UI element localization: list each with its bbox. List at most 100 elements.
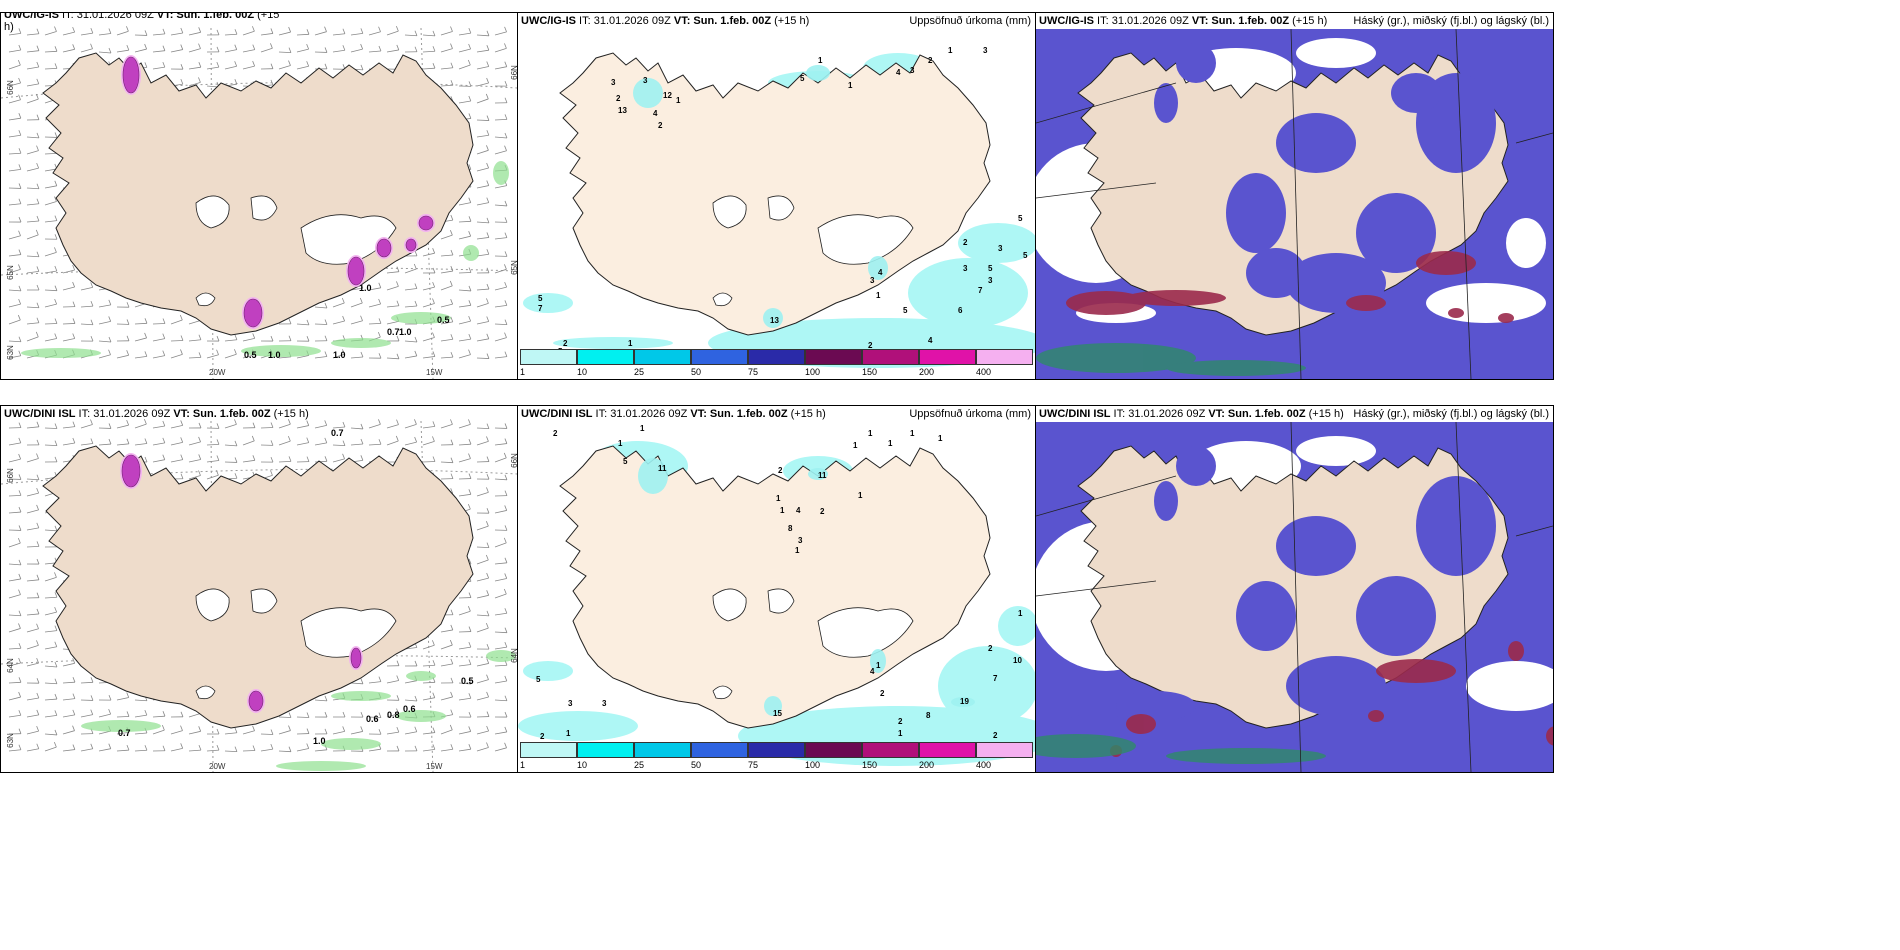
wind-barb	[170, 730, 183, 735]
wind-barb	[206, 460, 219, 463]
wind-barb-feather	[18, 677, 22, 683]
wind-barb-feather	[342, 726, 346, 732]
wind-barb-feather	[180, 349, 183, 355]
wind-barb	[296, 33, 310, 36]
wind-barb	[80, 305, 93, 308]
wind-barb	[8, 628, 21, 633]
wind-barb-feather	[504, 200, 508, 207]
wind-barb-feather	[360, 455, 364, 461]
wind-barb-feather	[90, 677, 94, 683]
colorbar-swatch	[976, 349, 1033, 365]
wind-barb	[422, 67, 435, 70]
precip-area-green	[276, 761, 366, 771]
wind-barb	[296, 65, 309, 70]
wind-barb	[26, 187, 40, 190]
wind-barb-feather	[306, 437, 310, 443]
precip-value-label: 13	[770, 316, 779, 325]
wind-barb	[134, 732, 147, 735]
precip-value-label: 1	[776, 494, 781, 503]
wind-barb-feather	[396, 353, 400, 359]
precip-value-label: 0.7	[387, 327, 400, 337]
wind-barb-feather	[180, 473, 184, 479]
wind-barb	[80, 323, 94, 326]
wind-barb-feather	[485, 93, 489, 100]
wind-barb-feather	[36, 474, 40, 480]
wind-barb	[242, 730, 255, 735]
precip-value-label: 1	[853, 441, 858, 450]
wind-barb	[242, 337, 255, 342]
wind-barb-feather	[36, 453, 39, 459]
low-cloud-area	[1356, 193, 1436, 273]
wind-barb-feather	[18, 623, 21, 629]
wind-barb-feather	[432, 63, 436, 69]
wind-barb-feather	[270, 63, 274, 69]
wind-barb	[44, 185, 57, 189]
wind-barb-feather	[432, 640, 435, 646]
precip-area-green	[396, 710, 446, 722]
wind-barb	[26, 478, 40, 481]
wind-barb-feather	[468, 726, 472, 732]
wind-barb-feather	[198, 27, 202, 33]
wind-barb	[314, 424, 327, 429]
wind-barb-feather	[450, 439, 454, 445]
wind-barb	[332, 320, 345, 325]
wind-barb	[458, 289, 471, 292]
wind-barb	[476, 134, 489, 138]
precip-area-light	[958, 223, 1035, 263]
precip-value-label: 2	[993, 731, 998, 740]
precip-heavy	[350, 647, 362, 669]
precip-area-light	[998, 606, 1035, 646]
wind-barb	[404, 441, 417, 446]
precip-value-label: 3	[963, 264, 968, 273]
wind-barb	[26, 458, 39, 463]
wind-barb	[44, 682, 58, 685]
wind-barb-feather	[54, 423, 58, 429]
wind-barb-feather	[72, 26, 76, 33]
wind-barb-feather	[36, 266, 40, 272]
wind-barb	[62, 714, 75, 718]
wind-barb-feather	[252, 725, 255, 731]
wind-barb-feather	[324, 47, 328, 53]
wind-barb-feather	[396, 708, 399, 714]
wind-barb	[476, 594, 489, 599]
wind-barb	[116, 443, 129, 446]
wind-barb-feather	[252, 745, 256, 751]
wind-barb-feather	[18, 559, 22, 566]
wind-barb-feather	[468, 711, 472, 718]
wind-barb-feather	[324, 302, 328, 309]
wind-barb-feather	[54, 180, 58, 186]
wind-barb	[152, 50, 165, 53]
low-cloud-area	[1246, 248, 1306, 298]
wind-barb	[206, 443, 220, 446]
wind-barb-feather	[252, 60, 256, 67]
colorbar-swatch	[976, 742, 1033, 758]
wind-barb	[458, 646, 471, 650]
wind-barb	[440, 629, 453, 633]
wind-barb-feather	[306, 743, 310, 749]
wind-barb	[440, 285, 453, 291]
wind-barb	[188, 48, 201, 53]
wind-barb-feather	[450, 265, 454, 272]
precip-area-green	[81, 720, 161, 732]
wind-barb	[476, 167, 489, 172]
wind-barb	[26, 509, 39, 514]
wind-barb	[44, 152, 58, 155]
wind-barb	[188, 713, 201, 718]
wind-barb	[8, 152, 22, 155]
wind-barb	[476, 98, 489, 104]
wind-barb-feather	[252, 26, 255, 32]
wind-barb-feather	[396, 745, 400, 752]
wind-barb-feather	[234, 457, 238, 463]
wind-barb	[296, 355, 309, 359]
wind-barb-feather	[468, 592, 472, 598]
wind-barb	[350, 731, 363, 735]
precip-value-label: 1	[868, 429, 873, 438]
mid-cloud-area	[1166, 360, 1306, 376]
wind-barb-feather	[468, 315, 472, 322]
wind-barb-feather	[450, 744, 454, 750]
colorbar: 1 10 25 50 75 100 150 200 400	[520, 742, 1033, 770]
wind-barb	[44, 529, 57, 532]
wind-barb-feather	[486, 456, 490, 462]
wind-barb	[80, 443, 93, 446]
precip-value-label: 2	[616, 94, 621, 103]
